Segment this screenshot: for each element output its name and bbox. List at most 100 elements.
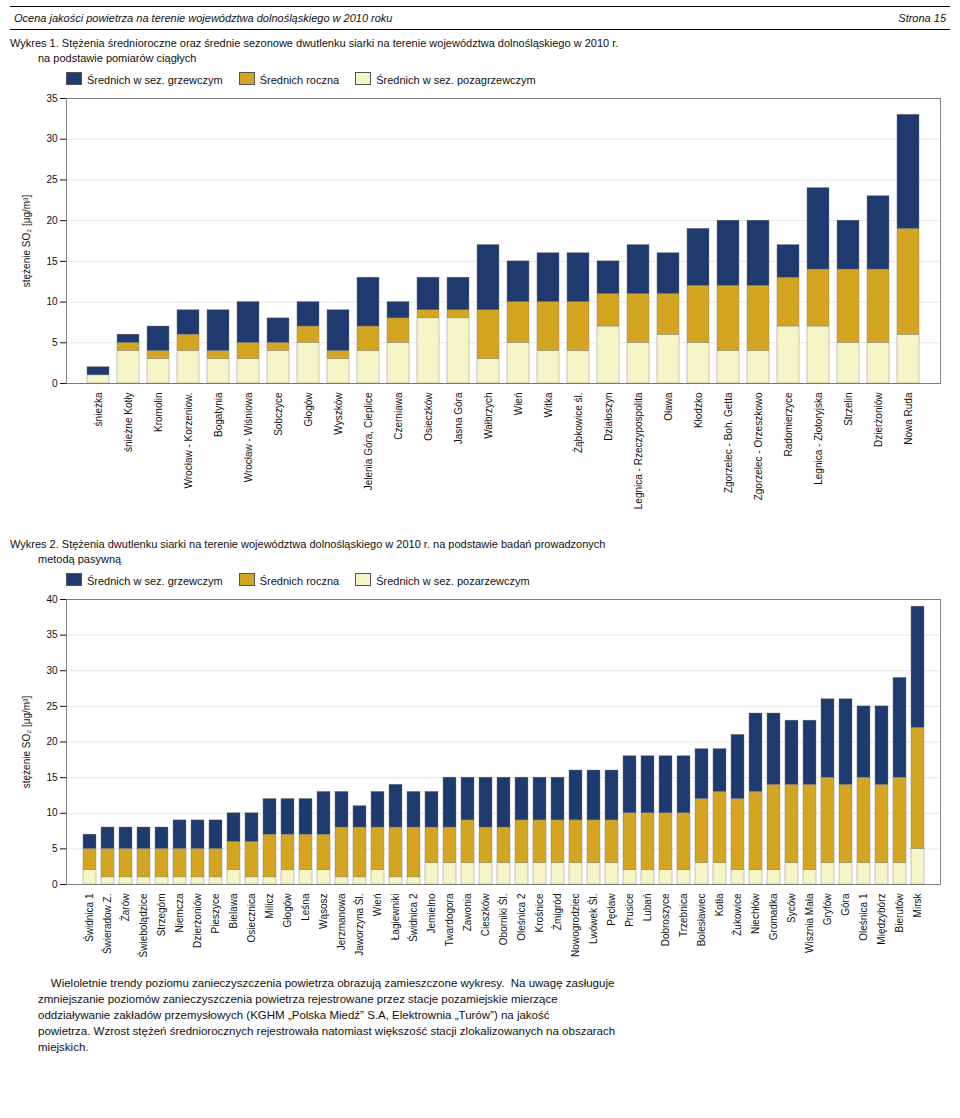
html-text:na podstawie pomiarów ciągłych: na podstawie pomiarów ciągłych: [38, 52, 197, 64]
svg-text:Oborniki Śl.: Oborniki Śl.: [497, 894, 509, 946]
svg-text:Bolesławiec: Bolesławiec: [696, 894, 707, 947]
svg-text:Leśna: Leśna: [300, 893, 311, 921]
svg-text:Oleśnica 2: Oleśnica 2: [516, 893, 527, 941]
svg-text:Dobroszyce: Dobroszyce: [660, 893, 671, 946]
svg-text:Jaworzyna Śl.: Jaworzyna Śl.: [353, 894, 365, 956]
svg-text:Twardogora: Twardogora: [444, 893, 455, 946]
svg-text:Kotła: Kotła: [714, 893, 725, 916]
svg-text:20: 20: [46, 215, 58, 226]
svg-text:30: 30: [46, 665, 58, 676]
svg-text:Jasna Góra: Jasna Góra: [453, 392, 464, 444]
svg-text:Wyszków: Wyszków: [333, 392, 344, 435]
svg-text:Milicz: Milicz: [264, 894, 275, 919]
svg-text:Lwówek Śl.: Lwówek Śl.: [587, 894, 599, 945]
svg-text:Wisznia Mała: Wisznia Mała: [804, 893, 815, 953]
svg-text:Trzebnica: Trzebnica: [678, 893, 689, 937]
svg-text:Bierutów: Bierutów: [894, 893, 905, 933]
svg-text:35: 35: [46, 93, 58, 104]
svg-text:Kłodzko: Kłodzko: [693, 392, 704, 428]
svg-text:15: 15: [46, 772, 58, 783]
svg-text:15: 15: [46, 256, 58, 267]
svg-text:Jemielno: Jemielno: [426, 893, 437, 933]
svg-text:Niechłów: Niechłów: [750, 893, 761, 934]
svg-text:śnieżka: śnieżka: [93, 392, 104, 426]
svg-text:0: 0: [52, 879, 58, 890]
svg-text:Dzierżoniów: Dzierżoniów: [192, 893, 203, 948]
svg-text:Syców: Syców: [786, 893, 797, 923]
svg-text:Wałbrzych: Wałbrzych: [483, 393, 494, 439]
svg-text:Nowogrodziec: Nowogrodziec: [570, 894, 581, 957]
svg-text:Radomierzyce: Radomierzyce: [783, 392, 794, 456]
svg-text:Zawonia: Zawonia: [462, 893, 473, 931]
html-text:Średnich roczna: Średnich roczna: [259, 74, 340, 86]
svg-text:Bielawa: Bielawa: [228, 893, 239, 928]
svg-text:Działoszyn: Działoszyn: [603, 393, 614, 441]
svg-text:10: 10: [46, 807, 58, 818]
svg-text:Osiecznica: Osiecznica: [246, 893, 257, 942]
svg-text:Strzelin: Strzelin: [843, 393, 854, 426]
svg-text:Świdnica 2: Świdnica 2: [407, 893, 419, 942]
svg-text:0: 0: [52, 378, 58, 389]
svg-text:stężenie SO₂ [μg/m³]: stężenie SO₂ [μg/m³]: [21, 696, 32, 789]
svg-text:Oleśnica 1: Oleśnica 1: [858, 893, 869, 941]
svg-text:Bogatynia: Bogatynia: [213, 392, 224, 437]
svg-text:Łagiewniki: Łagiewniki: [390, 894, 401, 941]
svg-text:30: 30: [46, 133, 58, 144]
svg-text:5: 5: [52, 337, 58, 348]
svg-text:Lubań: Lubań: [642, 894, 653, 922]
svg-text:25: 25: [46, 701, 58, 712]
svg-text:Wrocław - Korzeniow.: Wrocław - Korzeniow.: [183, 393, 194, 489]
svg-text:Wąsosz: Wąsosz: [318, 894, 329, 930]
svg-text:Wrocław - Wiśniowa: Wrocław - Wiśniowa: [243, 392, 254, 482]
svg-text:Żukowice: Żukowice: [731, 893, 743, 936]
svg-text:Witka: Witka: [543, 392, 554, 417]
svg-text:Kromolin: Kromolin: [153, 393, 164, 432]
svg-text:35: 35: [46, 629, 58, 640]
svg-text:5: 5: [52, 843, 58, 854]
svg-text:Świdnica 1: Świdnica 1: [83, 893, 95, 942]
svg-text:Legnica - Rzeczypospolita: Legnica - Rzeczypospolita: [633, 392, 644, 509]
svg-text:Cieszków: Cieszków: [480, 893, 491, 937]
svg-text:Głogów: Głogów: [303, 392, 314, 427]
svg-text:Oława: Oława: [663, 392, 674, 421]
svg-text:Jerzmanowa: Jerzmanowa: [336, 893, 347, 950]
html-text:Średnich w sez. grzewczym: Średnich w sez. grzewczym: [87, 74, 223, 86]
svg-text:Dzierżoniów: Dzierżoniów: [873, 392, 884, 447]
svg-text:Pieszyce: Pieszyce: [210, 893, 221, 933]
svg-text:Krośnice: Krośnice: [534, 893, 545, 932]
svg-text:Góra: Góra: [840, 893, 851, 916]
svg-text:Gryfów: Gryfów: [822, 893, 833, 925]
svg-text:Pęcław: Pęcław: [606, 893, 617, 926]
html-text:Strona 15: Strona 15: [898, 12, 946, 24]
svg-text:Osieczków: Osieczków: [423, 392, 434, 441]
svg-text:10: 10: [46, 296, 58, 307]
svg-text:Jelenia Góra, Cieplice: Jelenia Góra, Cieplice: [363, 392, 374, 490]
svg-text:Świebolądzice: Świebolądzice: [137, 893, 149, 957]
svg-text:Niemcza: Niemcza: [174, 893, 185, 932]
svg-text:Strzegóm: Strzegóm: [156, 894, 167, 937]
svg-text:Międzybórz: Międzybórz: [876, 894, 887, 945]
svg-text:Zgorzelec - Orzeszkowo: Zgorzelec - Orzeszkowo: [753, 392, 764, 500]
svg-text:Żmigród: Żmigród: [551, 894, 563, 931]
svg-text:Głogów: Głogów: [282, 893, 293, 928]
svg-text:Gromadka: Gromadka: [768, 893, 779, 940]
svg-text:stężenie SO₂ [μg/m³]: stężenie SO₂ [μg/m³]: [21, 195, 32, 288]
svg-text:Wień: Wień: [372, 894, 383, 917]
svg-text:śnieżne Kotły: śnieżne Kotły: [123, 393, 134, 452]
svg-text:Sobczyce: Sobczyce: [273, 392, 284, 436]
svg-text:Legnica - Złotoryjska: Legnica - Złotoryjska: [813, 392, 824, 485]
svg-text:40: 40: [46, 594, 58, 605]
html-text:Wykres 1. Stężenia średniorocz: Wykres 1. Stężenia średnioroczne oraz śr…: [10, 37, 619, 49]
svg-text:Żarów: Żarów: [119, 893, 131, 922]
svg-text:Mirsk: Mirsk: [912, 893, 923, 918]
svg-text:25: 25: [46, 174, 58, 185]
html-text:Ocena jakości powietrza na ter: Ocena jakości powietrza na terenie wojew…: [14, 12, 393, 24]
svg-text:Świeradow Z.: Świeradow Z.: [101, 894, 113, 955]
svg-text:Wień: Wień: [513, 393, 524, 416]
svg-text:Czerniawa: Czerniawa: [393, 392, 404, 440]
svg-text:Nowa Ruda: Nowa Ruda: [903, 392, 914, 445]
svg-text:Prusice: Prusice: [624, 893, 635, 927]
svg-text:Żąbkowice śl.: Żąbkowice śl.: [572, 393, 584, 454]
svg-text:20: 20: [46, 736, 58, 747]
svg-text:Zgorzelec - Boh. Getta: Zgorzelec - Boh. Getta: [723, 392, 734, 493]
